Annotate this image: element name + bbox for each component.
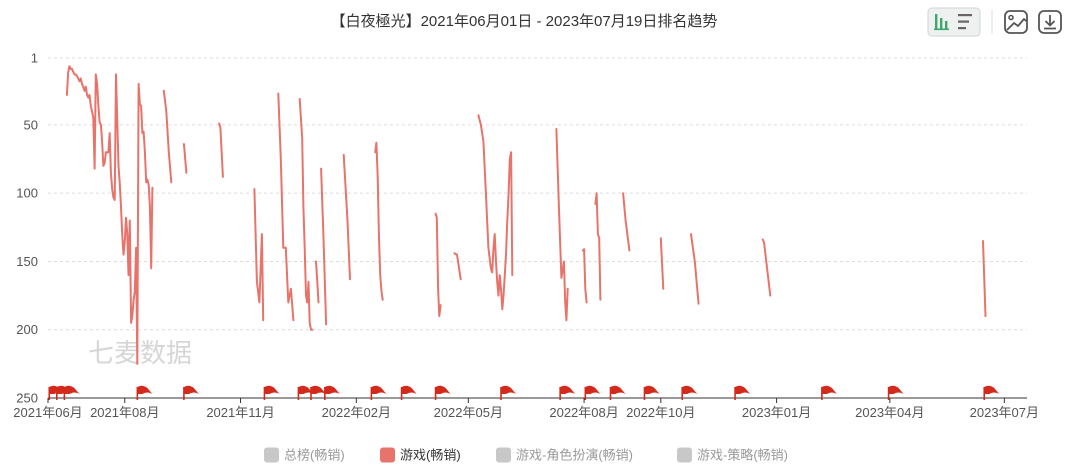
series-line-segment (315, 260, 320, 304)
y-tick-label: 200 (16, 322, 38, 337)
series-line-segment (218, 122, 224, 178)
event-flag-icon[interactable] (263, 385, 280, 400)
list-view-icon[interactable] (958, 14, 972, 30)
x-tick-label: 2021年08月 (90, 405, 159, 420)
legend-label: 游戏-角色扮演(畅销) (516, 448, 633, 463)
event-flag-icon[interactable] (63, 385, 80, 400)
event-flags (48, 385, 1000, 400)
chart-title: 【白夜極光】2021年06月01日 - 2023年07月19日排名趋势 (331, 13, 718, 30)
y-tick-label: 1 (31, 51, 38, 66)
event-flag-icon[interactable] (609, 385, 626, 400)
series-line-segment (581, 248, 588, 304)
chart-toolbar (927, 7, 1062, 37)
series-line-segment (555, 128, 569, 322)
x-tick-label: 2022年02月 (322, 405, 391, 420)
legend-item[interactable]: 游戏-策略(畅销) (677, 447, 788, 463)
y-tick-label: 50 (24, 117, 38, 132)
y-tick-label: 150 (16, 254, 38, 269)
event-flag-icon[interactable] (681, 385, 698, 400)
series-line-segment (622, 192, 631, 252)
legend-label: 游戏-策略(畅销) (697, 448, 788, 463)
bar-chart-view-icon[interactable] (934, 14, 949, 31)
legend-item[interactable]: 游戏-角色扮演(畅销) (496, 447, 633, 463)
save-image-icon[interactable] (1004, 10, 1028, 34)
event-flag-icon[interactable] (370, 385, 387, 400)
x-tick-label: 2023年07月 (970, 405, 1039, 420)
series-line-segment (659, 237, 665, 290)
series-line-segment (374, 141, 384, 301)
event-flag-icon[interactable] (734, 385, 751, 400)
x-tick-label: 2022年05月 (434, 405, 503, 420)
event-flag-icon[interactable] (297, 385, 314, 400)
event-flag-icon[interactable] (821, 385, 837, 400)
event-flag-icon[interactable] (310, 385, 326, 400)
legend-swatch (677, 447, 692, 463)
legend-swatch (380, 447, 395, 463)
watermark: 七麦数据 (88, 338, 192, 368)
legend-label: 游戏(畅销) (400, 448, 461, 463)
event-flag-icon[interactable] (643, 385, 660, 400)
legend-item[interactable]: 总榜(畅销) (264, 447, 345, 463)
series-line-segment (65, 65, 154, 365)
series-line-segment (434, 212, 442, 318)
x-tick-label: 2023年04月 (855, 405, 924, 420)
event-flag-icon[interactable] (400, 385, 417, 400)
legend-item[interactable]: 游戏(畅销) (380, 447, 461, 463)
event-flag-icon[interactable] (183, 385, 199, 400)
event-flag-icon[interactable] (434, 385, 451, 400)
series-line-segment (477, 114, 514, 311)
event-flag-icon[interactable] (983, 385, 1000, 400)
series-line-segment (453, 252, 462, 281)
event-flag-icon[interactable] (136, 385, 153, 400)
legend-swatch (264, 447, 279, 463)
legend-swatch (496, 447, 511, 463)
x-tick-label: 2023年01月 (742, 405, 811, 420)
x-tick-label: 2022年08月 (549, 405, 618, 420)
series-line-segment (277, 92, 295, 322)
legend-label: 总榜(畅销) (284, 448, 345, 463)
grid-lines (48, 57, 1027, 331)
series-line-segment (761, 238, 772, 297)
series-line-segment (253, 188, 265, 322)
download-icon[interactable] (1038, 10, 1062, 34)
series-line-segment (690, 233, 700, 305)
series-line-segment (162, 89, 173, 184)
event-flag-icon[interactable] (500, 385, 517, 400)
x-tick-label: 2021年11月 (206, 405, 274, 420)
legend: 总榜(畅销) 游戏(畅销) 游戏-角色扮演(畅销) 游戏-策略(畅销) (264, 447, 788, 463)
event-flag-icon[interactable] (559, 385, 576, 400)
x-tick-label: 2022年10月 (626, 405, 695, 420)
series-line-segment (594, 192, 602, 301)
chart-view-toggle[interactable] (927, 7, 981, 37)
series-line-segment (320, 167, 328, 326)
x-tick-label: 2021年06月 (13, 405, 82, 420)
x-axis: 2021年06月 2021年08月 2021年11月 2022年02月 2022年05月… (13, 397, 1039, 420)
series-line-segment (182, 143, 188, 174)
series-line-segment (342, 153, 351, 281)
series-line-segment (982, 240, 987, 318)
series-lines (65, 65, 987, 365)
event-flag-icon[interactable] (584, 385, 601, 400)
event-flag-icon[interactable] (324, 385, 340, 400)
series-line-segment (298, 98, 314, 331)
y-tick-label: 250 (16, 391, 38, 406)
event-flag-icon[interactable] (887, 385, 904, 400)
y-tick-label: 100 (16, 186, 38, 201)
